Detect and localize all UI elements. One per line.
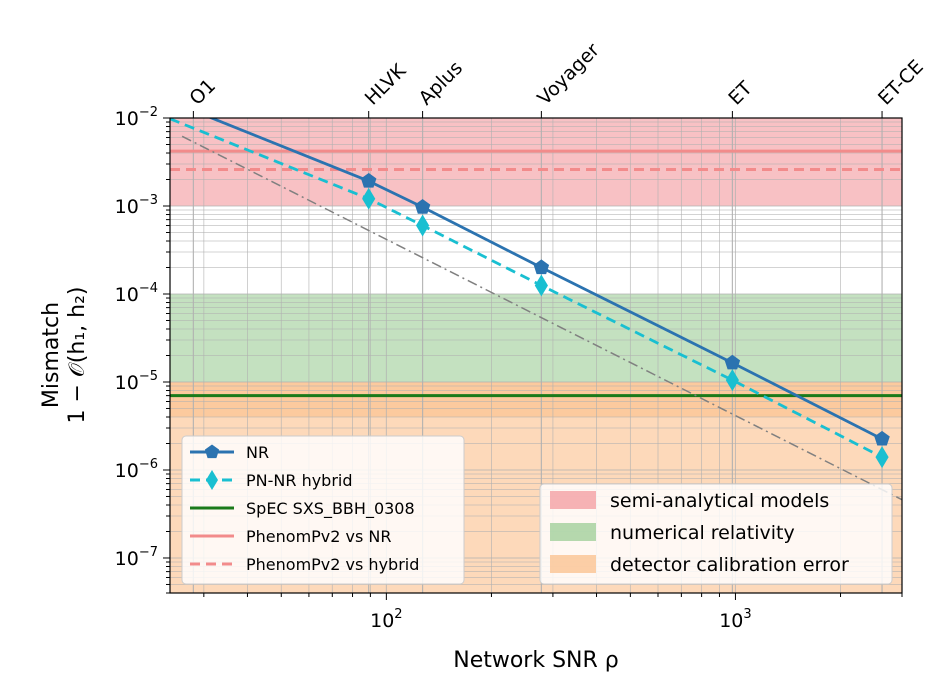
top-tick-label: Aplus	[415, 57, 468, 110]
y-tick-label: 10−2	[115, 105, 158, 130]
y-tick-label: 10−5	[115, 369, 158, 394]
y-tick-label: 10−3	[115, 193, 158, 218]
top-tick-label: Voyager	[533, 39, 604, 110]
y-tick-label: 10−4	[115, 281, 158, 306]
data-series	[170, 118, 902, 501]
x-tick-label: 102	[370, 607, 402, 632]
legend-label: NR	[246, 443, 269, 462]
band-1	[170, 293, 902, 382]
y-axis-label-line1: Mismatch	[39, 302, 64, 408]
y-tick-label: 10−7	[115, 545, 158, 570]
top-tick-label: O1	[185, 75, 220, 110]
hybrid-marker	[875, 446, 889, 469]
legend-swatch	[550, 555, 596, 573]
legend-label: PN-NR hybrid	[246, 471, 353, 490]
nr-marker	[414, 199, 431, 214]
legend-series: NR PN-NR hybrid SpEC SXS_BBH_0308 PhenomPv2…	[181, 435, 465, 585]
series-line-0	[207, 118, 883, 441]
series-line-1	[170, 118, 883, 459]
x-axis-label: Network SNR ρ	[453, 648, 619, 673]
top-tick-label: ET	[724, 77, 757, 110]
hybrid-marker	[362, 187, 376, 210]
legend-series-box	[181, 435, 465, 585]
hybrid-marker	[725, 369, 739, 392]
nr-marker	[360, 172, 377, 188]
legend-swatch	[550, 523, 596, 541]
top-tick-label: ET-CE	[874, 56, 928, 110]
nr-marker	[533, 259, 550, 275]
legend-label: SpEC SXS_BBH_0308	[246, 499, 415, 519]
y-tick-label: 10−6	[115, 457, 158, 482]
legend-label: detector calibration error	[610, 554, 849, 576]
legend-bands: semi-analytical models numerical relativi…	[539, 483, 893, 585]
y-axis-label-line2: 1 − 𝒪(h₁, h₂)	[65, 287, 90, 424]
reference-line	[181, 135, 902, 501]
legend-bands-box	[539, 483, 893, 585]
nr-marker	[724, 354, 741, 370]
x-tick-label: 103	[719, 607, 751, 632]
legend-marker	[206, 470, 218, 490]
hybrid-marker	[416, 214, 430, 237]
legend-label: PhenomPv2 vs hybrid	[246, 555, 419, 574]
legend-label: numerical relativity	[610, 522, 795, 544]
top-tick-label: HLVK	[361, 59, 411, 109]
legend-label: PhenomPv2 vs NR	[246, 527, 392, 546]
nr-marker	[874, 430, 890, 446]
legend-label: semi-analytical models	[610, 490, 829, 512]
legend-swatch	[550, 491, 596, 509]
legend-marker	[204, 444, 220, 459]
hybrid-marker	[534, 274, 548, 297]
data-markers	[360, 172, 890, 469]
